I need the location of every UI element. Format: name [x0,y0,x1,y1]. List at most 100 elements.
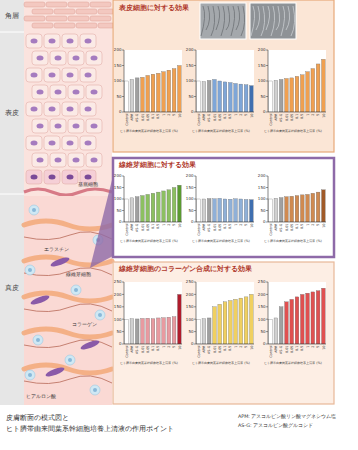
x-tick-label: 0.01 [285,224,289,232]
y-tick-label: 0 [119,341,122,346]
bar [250,294,254,344]
x-tick-label: 0.01 [285,346,289,354]
bar [223,302,227,344]
epidermal-cell [86,119,102,133]
x-tick-label: 0.1 [295,224,299,229]
bar [125,199,129,222]
plot-bg [268,50,326,112]
micrograph-texture [226,6,230,30]
y-tick-label: 50 [116,94,122,99]
x-tick-label: 0.1 [223,224,227,229]
x-axis [124,222,182,223]
panel [113,0,334,152]
bars [197,198,253,222]
y-tick-label: 150 [186,185,194,190]
bar [269,199,273,222]
bar [290,78,294,112]
fibroblast [45,366,66,378]
bars [269,288,325,344]
hyaluronic-acid [29,205,39,215]
x-tick-label: 2 [311,114,315,116]
x-tick-label: AS-G [279,345,283,354]
bar [250,200,254,222]
bar [151,319,155,344]
corneum-cell [46,2,67,7]
micrograph-texture [256,6,260,30]
x-tick-label: 0.05 [146,224,150,232]
corneum-cell [90,2,111,7]
nucleus [85,107,92,112]
micrograph-texture [251,6,255,36]
y-tick-label: 100 [258,78,266,83]
bar [279,307,283,344]
epidermal-cell [26,136,42,150]
bar [162,191,166,222]
bar [322,288,326,344]
epidermal-cell [68,153,84,167]
bar [269,81,273,112]
micrograph-frame [200,3,246,39]
bar [306,72,310,112]
y-tick-label: 50 [116,208,122,213]
hyaluronic-core [68,358,72,362]
bar [207,80,211,112]
x-tick-label: 1 [306,346,310,348]
nucleus [55,56,62,61]
nucleus [31,175,38,180]
bar [279,198,283,222]
bar [234,299,238,344]
y-tick-label: 100 [258,317,266,322]
hyaluronic-acid [33,335,43,345]
hyaluronic-core [93,388,97,392]
plot-bg [268,176,326,222]
bar [218,81,222,112]
bar [197,319,201,344]
bar [162,318,166,344]
panel [113,262,334,404]
micrograph-texture [281,6,285,36]
bar [156,192,160,222]
bar [167,317,171,344]
nucleus [31,39,38,44]
x-tick-label: AS-G [279,113,283,122]
bar [167,190,171,222]
y-tick-label: 150 [258,63,266,68]
bar [223,82,227,112]
x-tick-label: 2 [167,346,171,348]
x-axis-label: ヒト臍帯由来間葉系幹細胞培養上清液 (%) [264,129,322,133]
y-tick-label: 100 [258,196,266,201]
x-axis-label: ヒト臍帯由来間葉系幹細胞培養上清液 (%) [264,361,322,365]
bar [322,190,326,222]
y-tick-label: 200 [186,292,194,297]
y-tick-label: 0 [119,219,122,224]
epidermal-cell [50,153,66,167]
micrograph-texture [236,6,240,30]
bar [228,301,232,344]
bar [269,319,273,344]
basement-membrane [24,189,112,195]
y-tick-label: 200 [114,173,122,178]
x-tick-label: 10 [178,346,182,350]
epidermal-cell [80,102,96,116]
x-tick-label: 0.5 [228,224,232,229]
nucleus [67,141,74,146]
x-tick-label: 5 [172,346,176,348]
x-tick-label: APM [130,223,134,230]
x-tick-label: AS-G [135,223,139,232]
micrograph-frame [250,3,296,39]
nucleus [49,39,56,44]
bar [316,291,320,344]
bar [239,298,243,344]
x-tick-label: AS-G [135,113,139,122]
x-tick-label: 10 [322,114,326,118]
y-axis [268,50,269,112]
x-tick-label: 5 [172,114,176,116]
bar [172,188,176,223]
hyaluronic-core [28,373,32,377]
x-tick-label: 10 [322,346,326,350]
epidermal-cell [50,119,66,133]
x-tick-label: 0.5 [300,224,304,229]
epidermal-cell [44,102,60,116]
corneum-cell [32,9,53,14]
bar [197,199,201,222]
